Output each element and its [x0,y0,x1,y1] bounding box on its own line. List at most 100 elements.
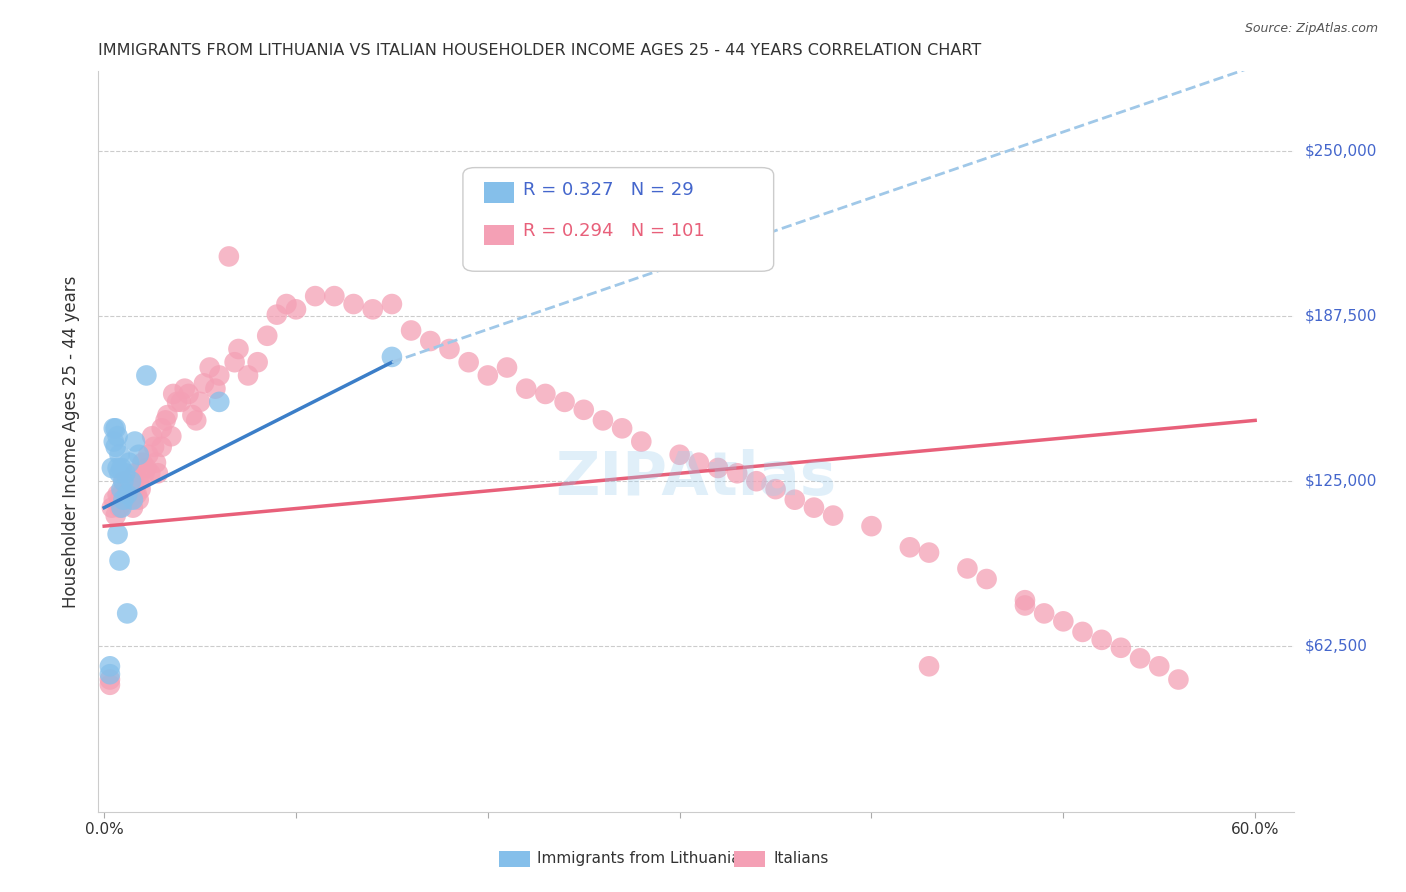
Point [115,487,138,501]
Point [125,487,148,501]
Point [110,487,132,501]
Point [129,482,152,496]
Point [170,395,193,409]
Point [107,487,129,501]
Point [128,492,150,507]
Text: $125,000: $125,000 [1305,474,1376,489]
Point [108,467,131,481]
Point [457,355,479,369]
Point [198,360,221,375]
Point [131,456,153,470]
Point [103,421,125,435]
Point [688,456,710,470]
Point [323,289,346,303]
Point [572,402,595,417]
Point [103,492,125,507]
Point [1109,640,1132,655]
Point [823,508,845,523]
Point [918,546,941,560]
Text: Immigrants from Lithuania: Immigrants from Lithuania [537,852,741,866]
Bar [485,183,515,203]
Point [156,408,179,422]
Point [108,492,131,507]
Point [98,673,121,687]
Point [128,474,150,488]
Point [118,492,141,507]
Point [124,467,146,481]
Point [107,527,129,541]
Point [108,553,131,567]
Point [218,250,240,264]
Point [918,659,941,673]
Point [115,487,138,501]
Point [173,382,195,396]
Point [1071,624,1094,639]
Point [104,421,127,435]
Point [122,492,145,507]
Point [115,607,138,621]
Point [112,474,135,488]
Point [1147,659,1170,673]
Text: R = 0.327   N = 29: R = 0.327 N = 29 [523,181,693,199]
Point [146,467,169,481]
Point [228,342,250,356]
Point [610,421,633,435]
Text: $187,500: $187,500 [1305,309,1376,324]
Text: ZIPAtlas: ZIPAtlas [555,449,837,508]
Point [135,461,157,475]
Point [101,500,124,515]
Point [103,434,125,449]
Point [496,360,519,375]
Text: IMMIGRANTS FROM LITHUANIA VS ITALIAN HOUSEHOLDER INCOME AGES 25 - 44 YEARS CORRE: IMMIGRANTS FROM LITHUANIA VS ITALIAN HOU… [98,43,981,58]
Point [110,461,132,475]
Point [118,456,141,470]
Point [803,500,825,515]
Point [976,572,998,586]
Point [114,492,136,507]
Point [381,350,404,364]
Point [98,678,121,692]
Point [112,492,135,507]
Point [145,456,167,470]
Point [112,474,135,488]
Text: R = 0.294   N = 101: R = 0.294 N = 101 [523,222,704,240]
Text: $250,000: $250,000 [1305,144,1376,158]
Point [104,508,127,523]
Point [224,355,246,369]
Text: $62,500: $62,500 [1305,639,1368,654]
Point [134,467,156,481]
Point [783,492,806,507]
Point [141,429,163,443]
Point [98,659,121,673]
FancyBboxPatch shape [463,168,773,271]
Point [276,297,298,311]
Point [554,395,576,409]
Point [208,368,231,383]
Point [1167,673,1189,687]
Point [150,421,173,435]
Point [725,467,748,481]
Point [236,368,259,383]
Y-axis label: Householder Income Ages 25 - 44 years: Householder Income Ages 25 - 44 years [62,276,80,607]
Point [122,487,145,501]
Point [98,667,121,681]
Point [630,434,652,449]
Point [266,308,288,322]
Point [104,440,127,454]
Point [381,297,404,311]
Point [1014,593,1036,607]
Point [745,474,768,488]
Point [108,500,131,515]
Point [150,440,173,454]
Point [477,368,499,383]
Point [208,395,231,409]
Point [246,355,269,369]
Point [860,519,883,533]
Point [1014,599,1036,613]
Point [177,387,200,401]
Point [256,328,278,343]
Point [107,461,129,475]
Point [124,434,146,449]
Point [285,302,308,317]
Point [107,429,129,443]
